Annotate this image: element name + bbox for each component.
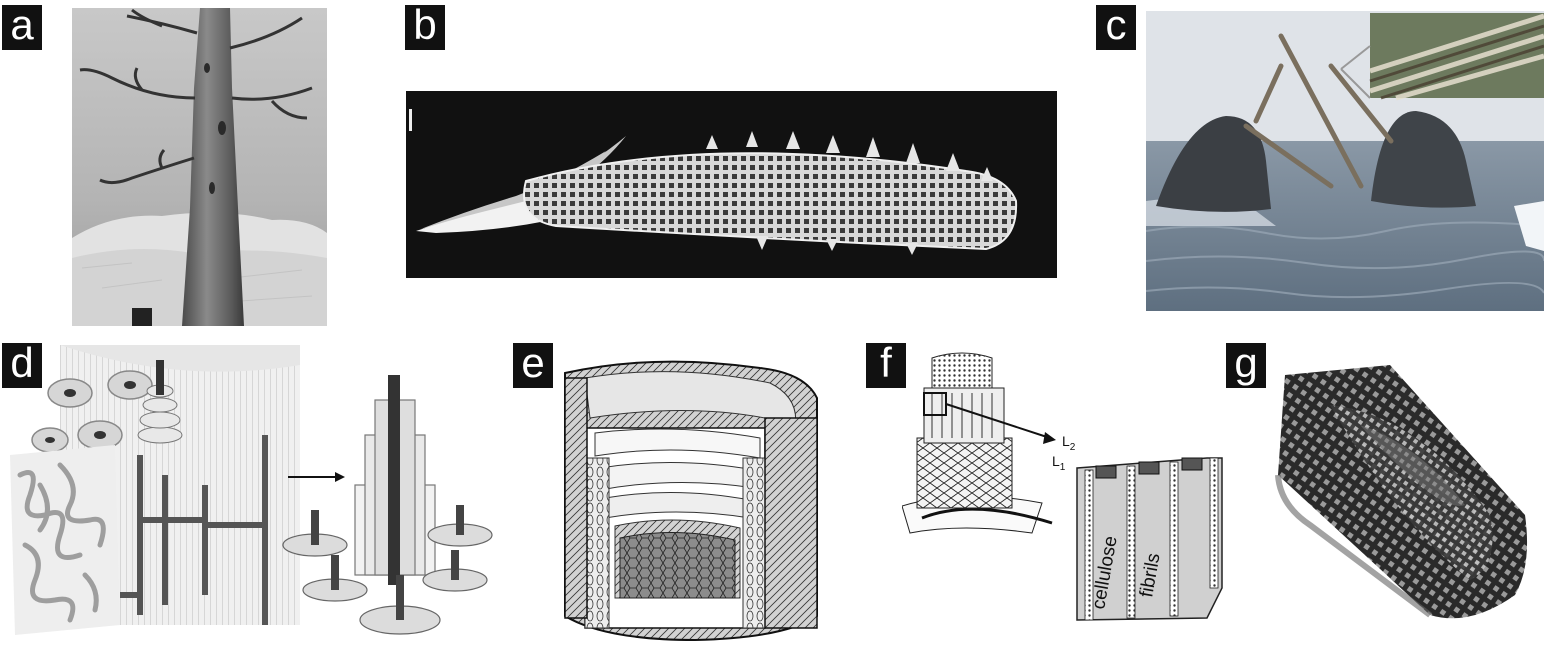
panel-e-layered-cylinder: [555, 358, 830, 643]
panel-a-tree-photo: [72, 8, 327, 326]
panel-label-f: f: [866, 342, 906, 388]
panel-label-g: g: [1226, 342, 1266, 388]
panel-label-a: a: [2, 4, 42, 50]
svg-text:L1: L1: [1052, 453, 1066, 473]
label-l1: L: [1052, 453, 1060, 469]
label-l1-sub: 1: [1060, 462, 1066, 473]
panel-f-cellulose-diagram: L2 L1 cellulose fibrils: [902, 348, 1232, 648]
panel-d-osteon-illustration: [0, 345, 495, 653]
panel-label-c: c: [1096, 4, 1136, 50]
label-l2-sub: 2: [1070, 442, 1076, 453]
panel-label-b: b: [405, 4, 445, 50]
panel-c-narwhal-photo: [1146, 11, 1544, 311]
panel-label-d: d: [2, 342, 42, 388]
panel-g-lattice-render: [1270, 365, 1532, 627]
panel-b-sponge-photo: [406, 91, 1057, 278]
svg-text:L2: L2: [1062, 433, 1076, 453]
panel-label-e: e: [513, 342, 553, 388]
label-l2: L: [1062, 433, 1070, 449]
